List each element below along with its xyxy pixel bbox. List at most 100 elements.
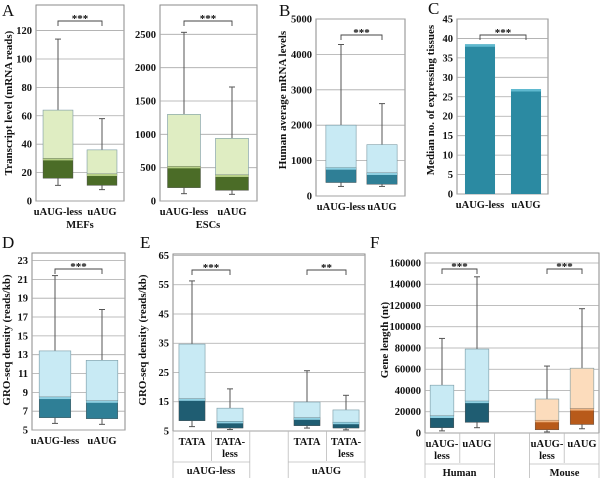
significance-bracket bbox=[441, 268, 478, 274]
box-plot bbox=[569, 308, 595, 430]
y-tick-label: 100000 bbox=[390, 322, 422, 333]
box-plot bbox=[534, 365, 560, 433]
y-tick-label: 1000 bbox=[291, 156, 312, 167]
median-line bbox=[215, 175, 249, 177]
y-tick-label: 30 bbox=[443, 73, 454, 84]
y-tick-label: 40000 bbox=[395, 386, 421, 397]
y-tick-label: 120 bbox=[16, 26, 32, 37]
y-tick-label: 19 bbox=[18, 294, 29, 305]
panel-letter: A bbox=[2, 1, 15, 20]
bar-top-highlight bbox=[510, 89, 542, 92]
box-lower bbox=[464, 400, 490, 423]
y-tick-label: 5 bbox=[23, 426, 28, 437]
y-tick-label: 120000 bbox=[390, 301, 422, 312]
bar-rect bbox=[510, 89, 542, 194]
y-tick-label: 2000 bbox=[291, 121, 312, 132]
median-line bbox=[167, 166, 201, 169]
y-tick-label: 0 bbox=[307, 192, 312, 203]
y-axis-title: Median no. of expressing tissues bbox=[425, 24, 437, 175]
box-upper bbox=[534, 398, 560, 421]
box-upper bbox=[366, 144, 398, 174]
y-tick-label: 0 bbox=[416, 429, 421, 440]
y-tick-label: 140000 bbox=[390, 280, 422, 291]
box-lower bbox=[178, 398, 206, 421]
y-axis-title: GRO-seq density (reads/kb) bbox=[137, 274, 149, 406]
median-line bbox=[216, 421, 244, 424]
box-lower bbox=[85, 400, 119, 419]
y-tick-label: 80000 bbox=[395, 343, 421, 354]
y-tick-label: 15 bbox=[159, 397, 170, 408]
significance-bracket bbox=[546, 268, 583, 274]
group-label: Human bbox=[443, 468, 477, 478]
box-upper bbox=[167, 114, 201, 167]
category-label: uAUG-less bbox=[456, 200, 504, 211]
box-plot bbox=[293, 370, 321, 429]
category-label: uAUG-less bbox=[31, 436, 79, 447]
box-upper bbox=[42, 109, 74, 159]
y-tick-label: 500 bbox=[140, 163, 156, 174]
y-tick-label: 15 bbox=[443, 131, 454, 142]
category-label: uAUG bbox=[217, 207, 246, 218]
panel-d: 5 7 9 11 13 15 17 19 21 23 D GRO-seq density (reads… bbox=[1, 233, 126, 447]
y-tick-label: 0 bbox=[448, 190, 453, 201]
box-upper bbox=[429, 384, 455, 417]
category-label: TATA- bbox=[215, 437, 246, 448]
significance-stars: ** bbox=[321, 262, 333, 274]
y-tick-label: 10 bbox=[443, 151, 454, 162]
box-plot bbox=[42, 38, 74, 186]
y-tick-label: 21 bbox=[18, 275, 29, 286]
box-plot bbox=[366, 103, 398, 187]
panel-c: 0 5 10 15 20 25 30 35 40 45 C Median no. of express… bbox=[425, 0, 549, 211]
significance-stars: *** bbox=[556, 261, 573, 273]
y-tick-label: 17 bbox=[18, 313, 29, 324]
significance-stars: *** bbox=[451, 261, 468, 273]
box-upper bbox=[325, 124, 357, 168]
box-lower bbox=[325, 167, 357, 183]
panel-letter: F bbox=[370, 233, 379, 252]
median-line bbox=[465, 401, 489, 404]
box-plot bbox=[167, 31, 201, 195]
box-lower bbox=[167, 166, 201, 188]
box-plot bbox=[38, 275, 72, 424]
median-line bbox=[332, 422, 360, 425]
y-tick-label: 65 bbox=[159, 251, 170, 262]
box-plot bbox=[216, 388, 244, 431]
panel-letter: B bbox=[279, 1, 290, 20]
y-tick-label: 100 bbox=[16, 54, 32, 65]
category-label: less bbox=[338, 449, 354, 460]
category-label: TATA bbox=[294, 437, 321, 448]
y-tick-label: 20000 bbox=[395, 407, 421, 418]
significance-stars: *** bbox=[72, 13, 89, 25]
y-tick-label: 15 bbox=[18, 331, 29, 342]
panel-e: 5 15 25 35 45 55 65 E GRO-seq density (reads/kb)… bbox=[137, 233, 366, 478]
significance-stars: *** bbox=[353, 27, 370, 39]
median-line bbox=[86, 400, 118, 403]
box-plot bbox=[429, 337, 455, 432]
panel-sublabel: ESCs bbox=[196, 220, 221, 231]
box-plot bbox=[332, 394, 360, 431]
y-tick-label: 80 bbox=[22, 83, 33, 94]
y-tick-label: 35 bbox=[443, 53, 454, 64]
median-line bbox=[430, 415, 454, 418]
category-label: less bbox=[222, 449, 238, 460]
category-label: uAUG-less bbox=[160, 207, 208, 218]
category-label: uAUG- bbox=[531, 439, 564, 450]
box-upper bbox=[215, 138, 249, 176]
category-label: uAUG bbox=[511, 200, 540, 211]
y-tick-label: 13 bbox=[18, 350, 29, 361]
category-label: uAUG-less bbox=[34, 207, 82, 218]
box-plot bbox=[86, 118, 118, 191]
y-tick-label: 0 bbox=[27, 197, 32, 208]
box-upper bbox=[293, 401, 321, 419]
panel-sublabel: MEFs bbox=[66, 220, 93, 231]
significance-stars: *** bbox=[203, 262, 220, 274]
box-lower bbox=[42, 158, 74, 179]
box-plot bbox=[464, 276, 490, 429]
bar bbox=[464, 44, 496, 195]
significance-bracket bbox=[306, 269, 347, 275]
y-tick-label: 45 bbox=[443, 15, 454, 26]
significance-bracket bbox=[57, 20, 103, 26]
group-label: Mouse bbox=[550, 468, 580, 478]
